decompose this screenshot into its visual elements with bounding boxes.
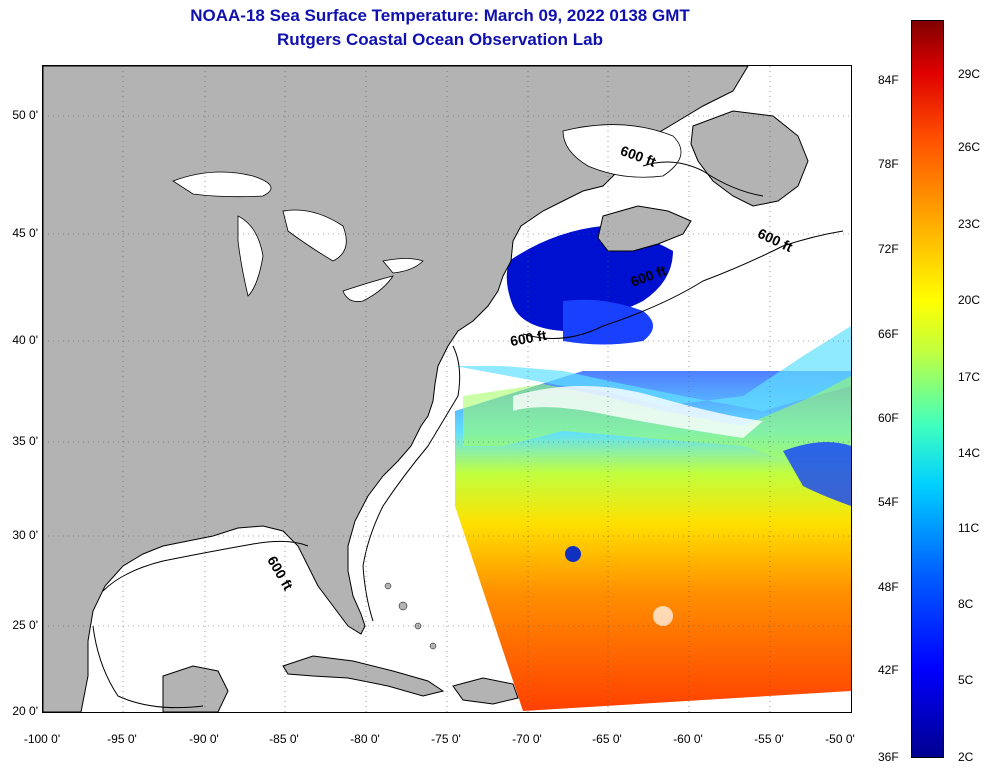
colorbar-label-c: 2C — [958, 750, 974, 764]
lat-label: 50 0' — [12, 108, 38, 122]
lon-label: -90 0' — [189, 732, 219, 746]
lat-label: 45 0' — [12, 226, 38, 240]
colorbar-label-f: 72F — [878, 242, 899, 256]
colorbar-label-f: 60F — [878, 411, 899, 425]
colorbar-label-f: 48F — [878, 580, 899, 594]
colorbar-label-c: 11C — [958, 521, 980, 535]
colorbar-label-c: 23C — [958, 217, 981, 231]
map-title: NOAA-18 Sea Surface Temperature: March 0… — [190, 6, 690, 25]
map-subtitle: Rutgers Coastal Ocean Observation Lab — [277, 30, 603, 49]
map-canvas — [43, 66, 851, 712]
lon-label: -65 0' — [592, 732, 622, 746]
temperature-colorbar — [911, 20, 944, 758]
lon-label: -85 0' — [269, 732, 299, 746]
colorbar-label-c: 20C — [958, 293, 981, 307]
lon-label: -70 0' — [512, 732, 542, 746]
colorbar-label-f: 84F — [878, 73, 899, 87]
lat-label: 25 0' — [12, 618, 38, 632]
colorbar-label-f: 42F — [878, 663, 899, 677]
colorbar-label-c: 29C — [958, 67, 981, 81]
colorbar-label-c: 26C — [958, 140, 981, 154]
lon-label: -50 0' — [825, 732, 855, 746]
colorbar-label-c: 17C — [958, 370, 981, 384]
lon-label: -60 0' — [673, 732, 703, 746]
colorbar-label-c: 5C — [958, 673, 974, 687]
sst-map — [42, 65, 852, 713]
colorbar-label-c: 8C — [958, 597, 974, 611]
lat-label: 40 0' — [12, 333, 38, 347]
isobath-contours — [92, 161, 844, 709]
lat-label: 20 0' — [12, 704, 38, 718]
lon-label: -95 0' — [107, 732, 137, 746]
colorbar-label-f: 66F — [878, 327, 899, 341]
lon-label: -75 0' — [431, 732, 461, 746]
sst-swath — [455, 226, 851, 711]
lat-label: 30 0' — [12, 528, 38, 542]
colorbar-label-f: 78F — [878, 157, 899, 171]
lat-label: 35 0' — [12, 434, 38, 448]
colorbar-label-f: 54F — [878, 495, 899, 509]
lon-label: -80 0' — [350, 732, 380, 746]
colorbar-label-c: 14C — [958, 446, 981, 460]
lon-label: -55 0' — [754, 732, 784, 746]
colorbar-label-f: 36F — [878, 750, 899, 764]
lon-label: -100 0' — [23, 732, 61, 746]
